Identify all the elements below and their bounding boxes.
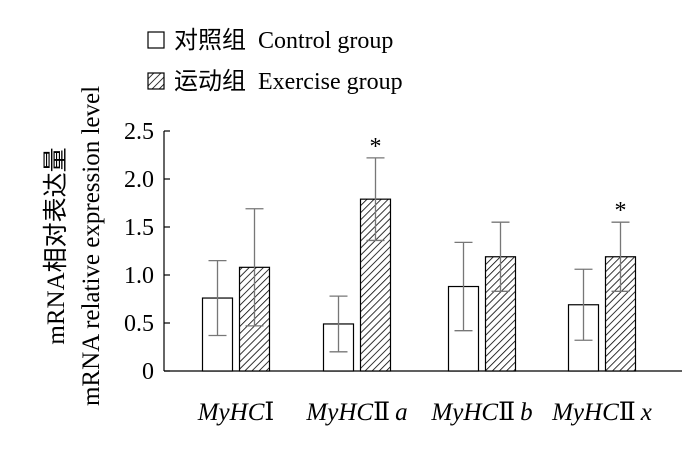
x-tick-label-prefix: MyHC	[197, 399, 265, 426]
significance-marker: *	[370, 134, 382, 160]
y-tick-label: 2.5	[124, 119, 154, 145]
x-axis-labels: MyHCⅠ MyHCⅡ a MyHCⅡ b MyHCⅡ x	[197, 399, 652, 426]
x-tick-label-suffix: x	[640, 399, 652, 426]
x-tick-label: MyHCⅡ x	[551, 399, 652, 426]
y-tick-label: 0.5	[124, 311, 154, 337]
y-tick-label: 1.0	[124, 263, 154, 289]
x-tick-label-roman: Ⅰ	[264, 399, 274, 426]
x-tick-label-prefix: MyHC	[305, 399, 373, 426]
x-tick-label-suffix: b	[520, 399, 533, 426]
significance-marker: *	[615, 198, 627, 224]
x-tick-label-prefix: MyHC	[430, 399, 498, 426]
y-tick-label: 0	[142, 359, 154, 385]
y-tick-label: 1.5	[124, 215, 154, 241]
legend-swatch-hatched	[147, 72, 165, 90]
legend-item-exercise: 运动组 Exercise group	[147, 68, 403, 95]
y-ticks: 0 0.5 1.0 1.5 2.0 2.5	[124, 119, 170, 385]
legend-swatch-open	[147, 31, 165, 49]
x-tick-label-suffix: a	[395, 399, 408, 426]
x-tick-label: MyHCⅡ b	[430, 399, 532, 426]
x-tick-label-roman: Ⅱ	[373, 399, 390, 426]
x-tick-label: MyHCⅠ	[197, 399, 275, 426]
x-tick-label: MyHCⅡ a	[305, 399, 407, 426]
legend: 对照组 Control group 运动组 Exercise group	[147, 27, 403, 95]
y-axis-label-english: mRNA relative expression level	[78, 86, 105, 406]
x-tick-label-prefix: MyHC	[551, 399, 619, 426]
y-tick-label: 2.0	[124, 167, 154, 193]
legend-item-control: 对照组 Control group	[147, 27, 393, 54]
y-axis-label-chinese: mRNA相对表达量	[42, 147, 70, 344]
x-tick-label-roman: Ⅱ	[619, 399, 636, 426]
legend-label-exercise: 运动组 Exercise group	[174, 68, 403, 95]
x-tick-label-roman: Ⅱ	[498, 399, 515, 426]
legend-label-control: 对照组 Control group	[174, 27, 393, 54]
bars: **	[201, 134, 637, 372]
y-axis-label: mRNA相对表达量 mRNA relative expression level	[42, 86, 105, 406]
